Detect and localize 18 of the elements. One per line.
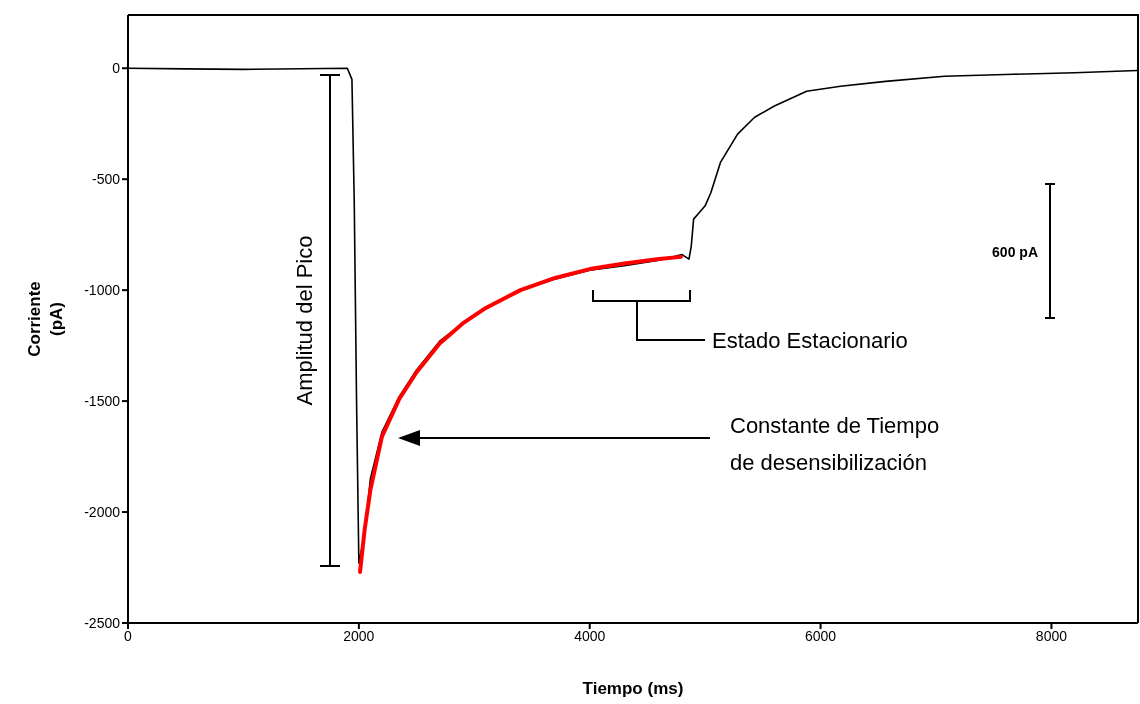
y-tick-label: -2000 (84, 504, 121, 521)
y-tick-label: 0 (112, 60, 121, 77)
x-tick-label: 4000 (574, 627, 606, 644)
annotation: Constante de Tiempo de desensibilización (730, 413, 940, 475)
x-axis-title: Tiempo (ms) (582, 679, 684, 698)
y-tick-label: -500 (91, 171, 121, 188)
y-axis-title: Corriente (pA) (25, 281, 66, 357)
y-tick-label: -2500 (84, 614, 121, 631)
x-tick-label: 2000 (343, 627, 375, 644)
x-tick-label: 8000 (1035, 627, 1068, 644)
line-series (358, 254, 683, 574)
annotation: Estado Estacionario (712, 328, 908, 353)
x-tick-label: 6000 (804, 627, 837, 644)
annotation: Amplitud del Pico (292, 235, 317, 406)
annotation: 600 pA (992, 244, 1038, 260)
y-tick-label: -1000 (84, 282, 121, 299)
x-tick-label: 0 (124, 627, 133, 644)
y-tick-label: -1500 (84, 393, 121, 410)
